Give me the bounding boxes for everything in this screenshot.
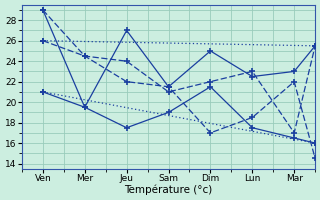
X-axis label: Température (°c): Température (°c) [124, 185, 213, 195]
